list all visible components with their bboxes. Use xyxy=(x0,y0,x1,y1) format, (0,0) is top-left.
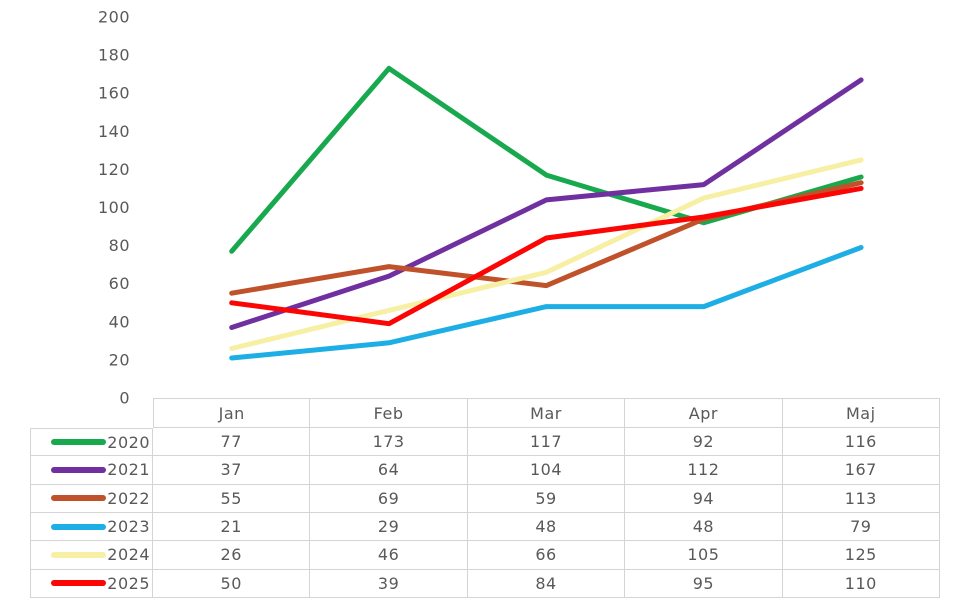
value-cell: 125 xyxy=(782,541,940,570)
value-cell: 110 xyxy=(782,569,940,598)
value-cell: 64 xyxy=(310,456,468,485)
y-axis-tick-label: 60 xyxy=(109,274,130,293)
value-cell: 105 xyxy=(625,541,783,570)
series-line-2025 xyxy=(229,185,864,327)
table-corner xyxy=(30,398,153,428)
legend-label: 2022 xyxy=(107,488,150,508)
value-cell: 29 xyxy=(310,513,468,542)
value-cell: 37 xyxy=(153,456,311,485)
legend-label: 2025 xyxy=(107,573,150,593)
value-cell: 48 xyxy=(625,513,783,542)
value-cell: 117 xyxy=(467,428,626,457)
legend-swatch-2024 xyxy=(51,551,107,558)
legend-swatch-2020 xyxy=(51,439,107,446)
value-cell: 84 xyxy=(467,569,626,598)
legend-cell-2022: 2022 xyxy=(30,484,153,513)
series-line-2023 xyxy=(229,245,864,361)
y-axis-tick-label: 140 xyxy=(98,122,130,141)
legend-cell-2020: 2020 xyxy=(30,428,153,457)
legend-label: 2024 xyxy=(107,545,150,565)
value-cell: 77 xyxy=(153,428,311,457)
value-cell: 48 xyxy=(467,513,626,542)
column-header-maj: Maj xyxy=(782,398,940,428)
value-cell: 50 xyxy=(153,569,311,598)
y-axis-tick-label: 80 xyxy=(109,236,130,255)
y-axis-tick-label: 120 xyxy=(98,160,130,179)
value-cell: 26 xyxy=(153,541,311,570)
value-cell: 59 xyxy=(467,484,626,513)
y-axis-tick-label: 40 xyxy=(109,312,130,331)
value-cell: 46 xyxy=(310,541,468,570)
legend-swatch-2021 xyxy=(51,466,107,473)
column-header-mar: Mar xyxy=(467,398,626,428)
column-header-feb: Feb xyxy=(310,398,468,428)
value-cell: 21 xyxy=(153,513,311,542)
value-cell: 39 xyxy=(310,569,468,598)
value-cell: 55 xyxy=(153,484,311,513)
value-cell: 167 xyxy=(782,456,940,485)
value-cell: 173 xyxy=(310,428,468,457)
legend-swatch-2023 xyxy=(51,523,107,530)
legend-cell-2025: 2025 xyxy=(30,569,153,598)
legend-cell-2024: 2024 xyxy=(30,541,153,570)
legend-label: 2020 xyxy=(107,432,150,452)
y-axis-tick-label: 160 xyxy=(98,84,130,103)
value-cell: 79 xyxy=(782,513,940,542)
legend-cell-2023: 2023 xyxy=(30,513,153,542)
series-line-2020 xyxy=(229,65,864,254)
legend-cell-2021: 2021 xyxy=(30,456,153,485)
column-header-jan: Jan xyxy=(153,398,311,428)
y-axis-tick-label: 100 xyxy=(98,198,130,217)
legend-swatch-2022 xyxy=(51,495,107,502)
data-table: Jan Feb Mar Apr Maj 2020 77 173 117 92 116 2021 37 64… xyxy=(30,398,940,598)
value-cell: 92 xyxy=(625,428,783,457)
y-axis-tick-label: 0 xyxy=(119,389,130,408)
value-cell: 94 xyxy=(625,484,783,513)
y-axis-tick-label: 180 xyxy=(98,46,130,65)
y-axis-tick-label: 200 xyxy=(98,8,130,27)
value-cell: 69 xyxy=(310,484,468,513)
y-axis-tick-label: 20 xyxy=(109,350,130,369)
value-cell: 95 xyxy=(625,569,783,598)
value-cell: 66 xyxy=(467,541,626,570)
series-line-2024 xyxy=(229,157,864,351)
legend-label: 2021 xyxy=(107,460,150,480)
value-cell: 113 xyxy=(782,484,940,513)
column-header-apr: Apr xyxy=(625,398,783,428)
legend-swatch-2025 xyxy=(51,580,107,587)
value-cell: 116 xyxy=(782,428,940,457)
value-cell: 112 xyxy=(625,456,783,485)
value-cell: 104 xyxy=(467,456,626,485)
legend-label: 2023 xyxy=(107,517,150,537)
series-line-2021 xyxy=(229,77,864,330)
